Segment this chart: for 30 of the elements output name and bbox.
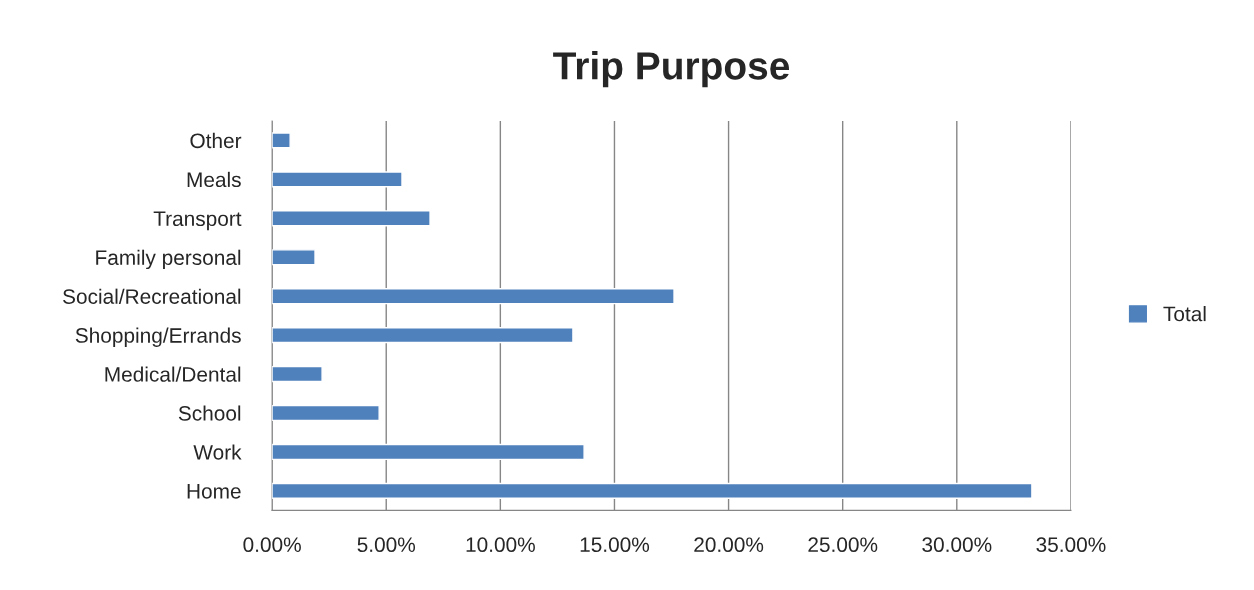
bar bbox=[272, 327, 574, 344]
bar bbox=[272, 443, 585, 461]
x-tick-label: 0.00% bbox=[243, 537, 301, 553]
y-tick-label: Meals bbox=[187, 171, 241, 188]
bar bbox=[272, 210, 431, 227]
y-tick-label: Social/Recreational bbox=[63, 288, 241, 304]
x-tick-label: 35.00% bbox=[1036, 537, 1106, 553]
y-tick-label: Other bbox=[190, 132, 242, 149]
bar bbox=[272, 404, 380, 422]
x-tick-label: 15.00% bbox=[580, 537, 650, 553]
y-tick-label: Work bbox=[193, 444, 242, 460]
legend-label: Total bbox=[1163, 306, 1206, 322]
x-tick-label: 25.00% bbox=[808, 537, 878, 553]
chart-title: Trip Purpose bbox=[553, 51, 790, 88]
bar bbox=[272, 365, 323, 383]
bar bbox=[272, 171, 403, 188]
bar bbox=[272, 132, 291, 149]
y-tick-label: Family personal bbox=[96, 249, 241, 270]
y-tick-label: Shopping/Errands bbox=[75, 327, 241, 347]
bar bbox=[272, 482, 1033, 499]
y-tick-label: School bbox=[178, 405, 241, 421]
x-tick-label: 5.00% bbox=[357, 537, 416, 553]
y-tick-label: Medical/Dental bbox=[105, 366, 241, 382]
y-tick-label: Home bbox=[187, 484, 241, 499]
x-tick-label: 20.00% bbox=[694, 537, 764, 553]
bar bbox=[272, 288, 675, 305]
bar bbox=[272, 249, 316, 266]
x-tick-label: 30.00% bbox=[922, 537, 992, 553]
x-tick-label: 10.00% bbox=[466, 537, 535, 553]
y-tick-label: Transport bbox=[153, 211, 242, 231]
